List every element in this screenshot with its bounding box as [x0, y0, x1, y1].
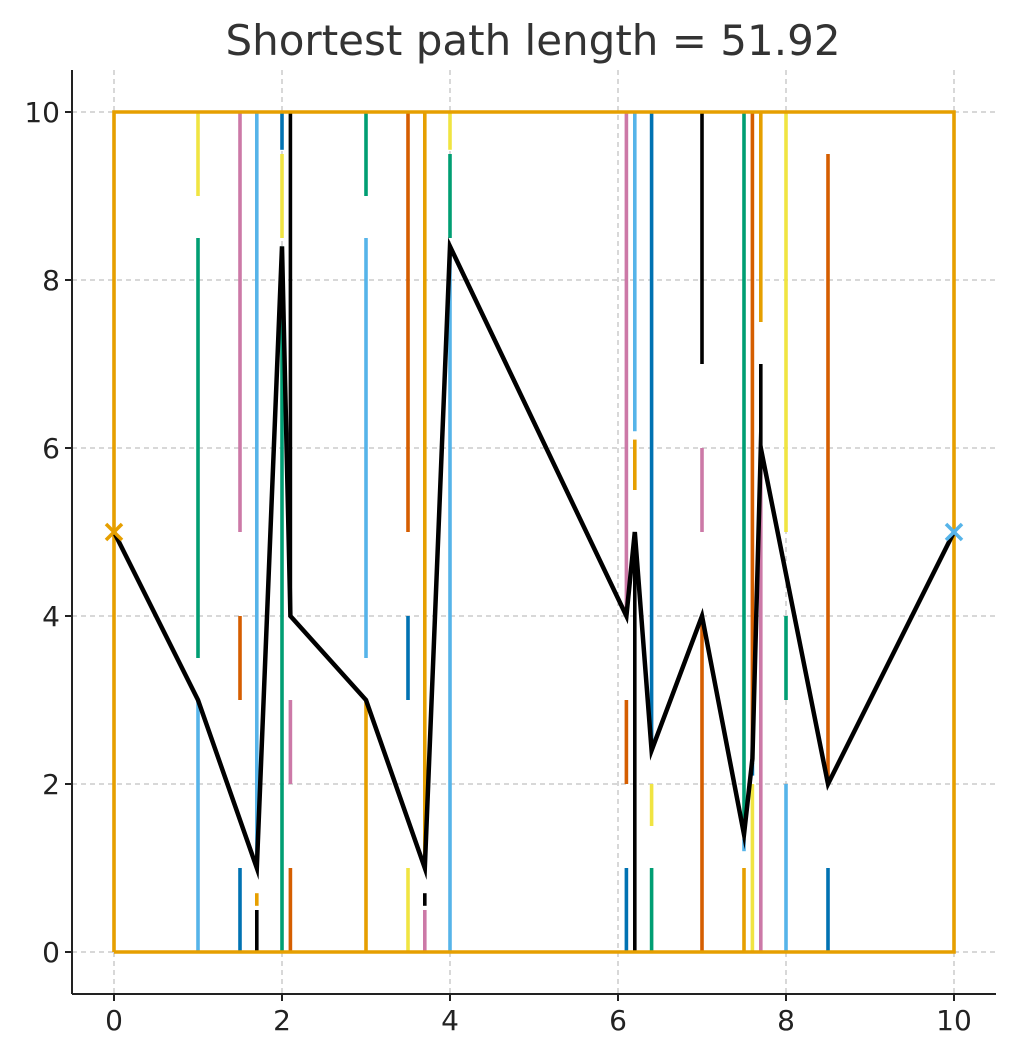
- end-marker-stroke: [944, 522, 964, 542]
- start-marker: [104, 522, 124, 542]
- path-layer: [111, 237, 957, 880]
- path-line: [111, 237, 957, 880]
- y-tick-label: 10: [24, 96, 60, 129]
- y-tick-label: 6: [42, 432, 60, 465]
- y-tick-label: 0: [42, 936, 60, 969]
- start-marker-stroke: [104, 522, 124, 542]
- boundary-line: [112, 110, 956, 954]
- x-tick-label: 8: [777, 1004, 795, 1037]
- x-tick-label: 6: [609, 1004, 627, 1037]
- x-tick-label: 0: [105, 1004, 123, 1037]
- x-tick-label: 2: [273, 1004, 291, 1037]
- y-tick-label: 4: [42, 600, 60, 633]
- walls-layer: [196, 112, 830, 952]
- y-tick-label: 2: [42, 768, 60, 801]
- grid-lines: [72, 70, 996, 994]
- boundary-layer: [112, 110, 956, 954]
- chart-title: Shortest path length = 51.92: [225, 16, 840, 65]
- end-marker: [944, 522, 964, 542]
- axes: 0 2 4 6 8 10 0 2 4 6 8 10: [24, 70, 996, 1037]
- x-tick-label: 10: [936, 1004, 972, 1037]
- x-tick-label: 4: [441, 1004, 459, 1037]
- markers-layer: [104, 522, 964, 542]
- y-tick-label: 8: [42, 264, 60, 297]
